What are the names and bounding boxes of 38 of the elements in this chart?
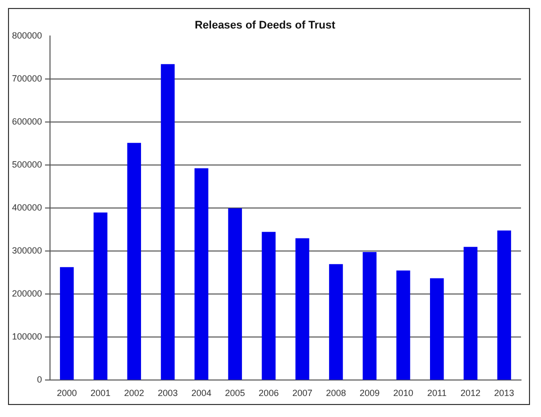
x-tick-label: 2012 [460, 388, 481, 398]
bar [60, 267, 74, 380]
bar [295, 238, 310, 380]
bar [362, 252, 377, 380]
y-tick-label: 600000 [12, 116, 42, 127]
bar [464, 246, 478, 380]
x-tick-label: 2010 [393, 388, 414, 398]
x-tick-label: 2000 [56, 388, 77, 398]
x-tick-label: 2013 [494, 388, 514, 398]
y-tick-label: 700000 [12, 74, 42, 84]
x-tick-label: 2004 [191, 388, 212, 398]
y-tick-label: 400000 [12, 202, 42, 213]
bar [94, 212, 108, 380]
x-tick-label: 2006 [258, 388, 279, 398]
y-tick-label: 300000 [12, 246, 42, 256]
y-tick-label: 500000 [12, 160, 42, 170]
bar [396, 270, 410, 380]
x-tick-label: 2009 [360, 388, 380, 398]
x-tick-label: 2001 [90, 388, 111, 398]
x-tick-label: 2005 [225, 388, 246, 398]
x-tick-label: 2008 [326, 388, 346, 398]
x-tick-label: 2003 [158, 388, 178, 398]
chart-title: Releases of Deeds of Trust [194, 20, 336, 32]
y-tick-label: 0 [37, 374, 42, 385]
bar [127, 142, 142, 380]
bar [194, 168, 208, 380]
bar [160, 64, 175, 380]
x-tick-label: 2007 [292, 388, 312, 398]
bar [329, 264, 343, 380]
y-tick-label: 800000 [12, 30, 42, 41]
y-tick-label: 200000 [12, 288, 42, 299]
y-tick-label: 100000 [12, 332, 42, 342]
x-tick-label: 2002 [124, 388, 144, 398]
x-tick-label: 2011 [427, 388, 447, 398]
bar [262, 232, 276, 380]
bar [228, 208, 242, 380]
bar [497, 230, 512, 380]
bar [430, 278, 444, 380]
